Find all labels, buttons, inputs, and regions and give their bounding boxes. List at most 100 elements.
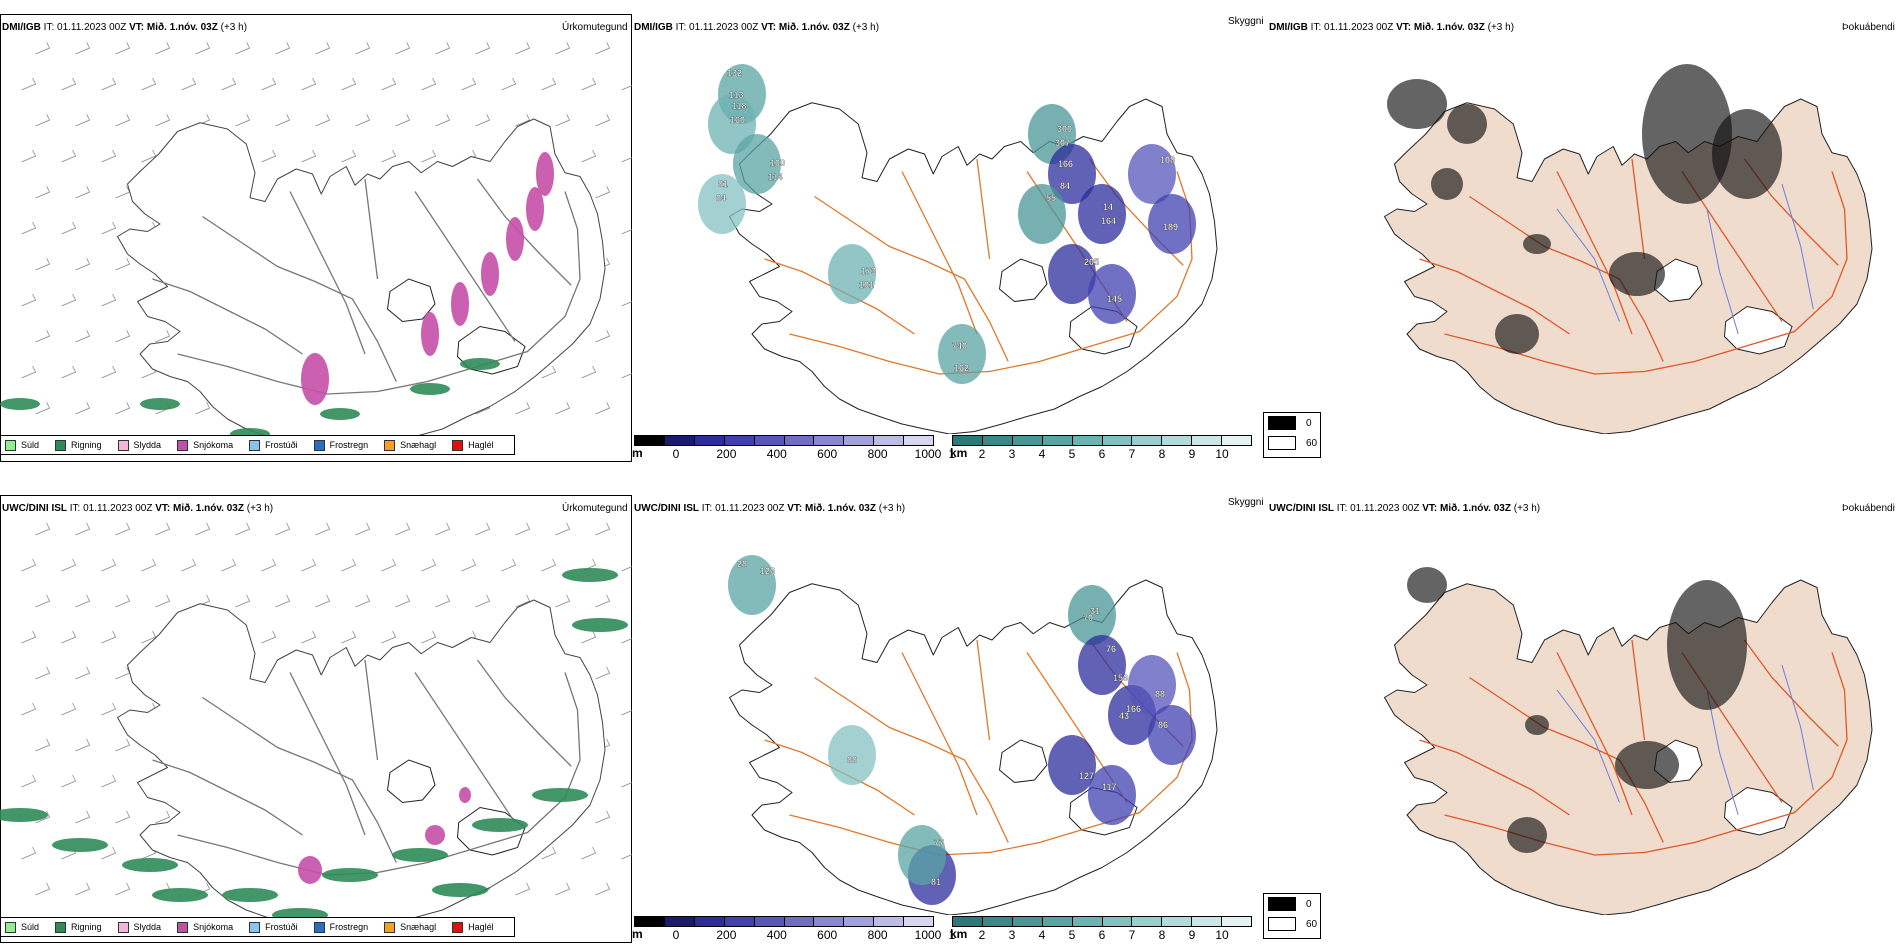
colorbar-cell — [1072, 436, 1103, 445]
wind-barb — [235, 594, 251, 608]
colorbar-tick: 1 — [948, 928, 956, 942]
wind-barb — [141, 77, 157, 91]
visibility-area — [698, 174, 746, 234]
colorbar-cell — [1162, 917, 1193, 926]
visibility-value-label: 162 — [954, 363, 969, 373]
valid-time: VT: Mið. 1.nóv. 03Z — [1422, 503, 1511, 514]
colorbar-cell — [1072, 917, 1103, 926]
panel-title: DMI/IGB IT: 01.11.2023 00Z VT: Mið. 1.nó… — [634, 22, 879, 33]
visibility-labels: 28 31 156 166 127 117 88 86 81 77 88 126 70 76 43 — [737, 559, 1168, 887]
wind-barb — [341, 149, 357, 163]
wind-barb — [101, 774, 117, 788]
visibility-areas — [698, 64, 1196, 384]
wind-barb — [35, 882, 51, 896]
wind-barb — [115, 738, 131, 752]
road-line — [814, 195, 1009, 362]
colorbar-cell — [1042, 917, 1073, 926]
visibility-labels: 132 160 114 84 101 740 307 166 164 205 145 108 189 55… — [716, 68, 1178, 373]
wind-barb — [421, 558, 437, 572]
colorbar-tick: 0 — [672, 928, 680, 942]
fog-areas — [1407, 567, 1747, 853]
fog-legend-label: 0 — [1306, 417, 1312, 429]
colorbar-cell — [1042, 436, 1073, 445]
colorbar-tick: 4 — [1038, 928, 1046, 942]
wind-barb — [301, 558, 317, 572]
snow-area — [301, 353, 329, 405]
wind-barb — [75, 882, 91, 896]
wind-barb — [381, 630, 397, 644]
wind-barb — [155, 329, 171, 343]
visibility-value-label: 300 — [1057, 124, 1072, 134]
wind-barb — [435, 113, 451, 127]
visibility-value-label: 205 — [1084, 257, 1099, 267]
fog-area — [1387, 79, 1447, 129]
valid-time: VT: Mið. 1.nóv. 03Z — [761, 22, 850, 33]
precip-legend-item: Snæhagl — [384, 921, 436, 933]
panel-title: DMI/IGB IT: 01.11.2023 00Z VT: Mið. 1.nó… — [2, 22, 247, 33]
visibility-area — [1048, 735, 1096, 795]
river-line — [1706, 208, 1739, 335]
glacier-outline — [998, 258, 1048, 303]
colorbar-unit: m — [632, 927, 643, 941]
rain-area — [410, 383, 450, 395]
wind-barb — [261, 630, 277, 644]
wind-barb — [515, 594, 531, 608]
wind-barb — [621, 373, 632, 379]
wind-barb — [221, 77, 237, 91]
wind-barb — [541, 365, 557, 379]
colorbar-tick: 200 — [716, 447, 737, 461]
visibility-value-label: 43 — [1119, 711, 1129, 721]
colorbar-unit: km — [950, 446, 968, 460]
colorbar-cell — [844, 917, 875, 926]
wind-barb — [595, 401, 611, 415]
wind-barb — [581, 365, 597, 379]
legend-swatch — [117, 439, 129, 451]
wind-barb — [61, 365, 77, 379]
precip-legend: Súld Rigning Slydda Snjókoma Frostúði Frostre… — [0, 917, 515, 937]
wind-barb — [75, 522, 91, 536]
visibility-value-label: 127 — [1079, 771, 1094, 781]
colorbar-cell — [724, 917, 755, 926]
wind-barb — [595, 113, 611, 127]
colorbar-cell — [953, 436, 983, 445]
fog-areas — [1387, 64, 1782, 354]
wind-barb — [381, 77, 397, 91]
colorbar-tick: 800 — [867, 447, 888, 461]
rain-area — [140, 398, 180, 410]
rain-area — [152, 888, 208, 902]
wind-barb — [595, 666, 611, 680]
fog-legend-swatch — [1268, 416, 1296, 430]
wind-barb — [181, 558, 197, 572]
glacier-outline — [386, 278, 436, 323]
visibility-value-label: 164 — [1101, 216, 1116, 226]
model-name: UWC/DINI ISL — [1269, 503, 1334, 514]
precip-legend-item: Frostregn — [313, 439, 368, 451]
colorbar-cell — [904, 917, 934, 926]
model-name: UWC/DINI ISL — [634, 503, 699, 514]
wind-barb — [181, 77, 197, 91]
colorbar-tick: 8 — [1158, 447, 1166, 461]
road-line — [364, 659, 379, 761]
wind-barb — [621, 566, 632, 572]
init-time: 01.11.2023 00Z — [1350, 503, 1420, 514]
river-line — [1706, 689, 1739, 816]
init-time: 01.11.2023 00Z — [83, 503, 153, 514]
visibility-value-label: 81 — [718, 179, 728, 189]
wind-barb — [35, 113, 51, 127]
rain-area — [322, 868, 378, 882]
colorbar-cell — [1222, 436, 1252, 445]
wind-barb — [581, 149, 597, 163]
wind-barb — [155, 113, 171, 127]
wind-barb — [595, 41, 611, 55]
fog-area — [1525, 715, 1549, 735]
init-label: IT: — [1310, 22, 1322, 33]
visibility-value-label: 84 — [716, 193, 726, 203]
wind-barb — [621, 638, 632, 644]
wind-barb — [475, 594, 491, 608]
road-line — [177, 672, 581, 876]
visibility-map-row2: 28 31 156 166 127 117 88 86 81 77 88 126 70 76 43 — [728, 555, 1218, 915]
valid-time: VT: Mið. 1.nóv. 03Z — [155, 503, 244, 514]
rain-area — [0, 398, 40, 410]
fog-area — [1667, 580, 1747, 710]
road-line — [152, 759, 303, 836]
